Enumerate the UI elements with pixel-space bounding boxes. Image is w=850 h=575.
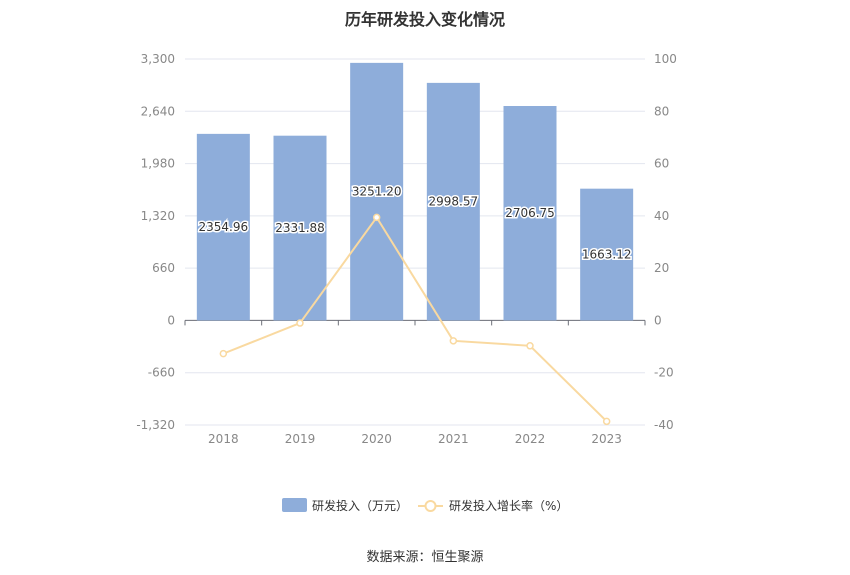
growth-point [449, 337, 458, 345]
bar [273, 135, 327, 321]
bar-series [196, 62, 634, 321]
line-series [219, 213, 611, 426]
data-source-note: 数据来源：恒生聚源 [366, 550, 484, 565]
bar [350, 62, 404, 321]
left-tick-label: 3,300 [141, 52, 175, 66]
x-tick-label: 2020 [361, 432, 392, 446]
x-tick-label: 2018 [208, 432, 239, 446]
bar-data-labels: 2354.96 2331.88 3251.20 2998.57 2706.75 1663.… [197, 183, 633, 263]
legend-label-bar: 研发投入（万元） [312, 498, 408, 513]
x-tick-label: 2022 [515, 432, 546, 446]
right-axis-ticks: 100 80 60 40 20 0 -20 -40 [654, 52, 677, 432]
x-tick-label: 2023 [591, 432, 622, 446]
right-tick-label: 80 [654, 104, 669, 118]
bar [580, 188, 634, 321]
bar-value-label: 3251.20 [352, 185, 402, 199]
right-tick-label: 60 [654, 157, 669, 171]
bar-value-label: 2706.75 [505, 206, 555, 220]
x-tick-label: 2019 [285, 432, 316, 446]
bar [426, 82, 480, 321]
legend-swatch-bar [282, 498, 307, 512]
x-tick-label: 2021 [438, 432, 469, 446]
right-tick-label: -20 [654, 366, 674, 380]
bar [196, 133, 250, 321]
right-tick-label: 20 [654, 261, 669, 275]
legend-swatch-marker [424, 500, 437, 512]
growth-point [526, 342, 534, 350]
left-tick-label: 1,320 [141, 209, 175, 223]
right-tick-label: -40 [654, 418, 674, 432]
left-tick-label: 660 [152, 261, 175, 275]
bar-value-label: 2331.88 [275, 221, 325, 235]
left-axis-ticks: 3,300 2,640 1,980 1,320 660 0 -660 -1,320 [136, 52, 175, 432]
bar [503, 105, 557, 321]
left-tick-label: -660 [148, 366, 175, 380]
legend-label-line: 研发投入增长率（%） [449, 498, 568, 513]
growth-point [372, 213, 381, 222]
left-tick-label: 2,640 [141, 104, 175, 118]
bar-value-label: 2998.57 [429, 195, 479, 209]
bar-value-label: 1663.12 [582, 248, 632, 262]
right-tick-label: 40 [654, 209, 669, 223]
legend: 研发投入（万元） 研发投入增长率（%） [282, 498, 568, 513]
bar-value-label: 2354.96 [199, 220, 249, 234]
growth-point [219, 349, 228, 358]
chart-title: 历年研发投入变化情况 [344, 10, 505, 29]
left-tick-label: 1,980 [141, 157, 175, 171]
x-axis-ticks: 2018 2019 2020 2021 2022 2023 [184, 320, 646, 446]
left-tick-label: 0 [167, 313, 175, 327]
right-tick-label: 100 [654, 52, 677, 66]
growth-point [602, 417, 611, 426]
growth-point [296, 319, 304, 327]
left-tick-label: -1,320 [136, 418, 175, 432]
growth-line [222, 215, 608, 423]
gridlines [185, 58, 645, 426]
right-tick-label: 0 [654, 313, 662, 327]
